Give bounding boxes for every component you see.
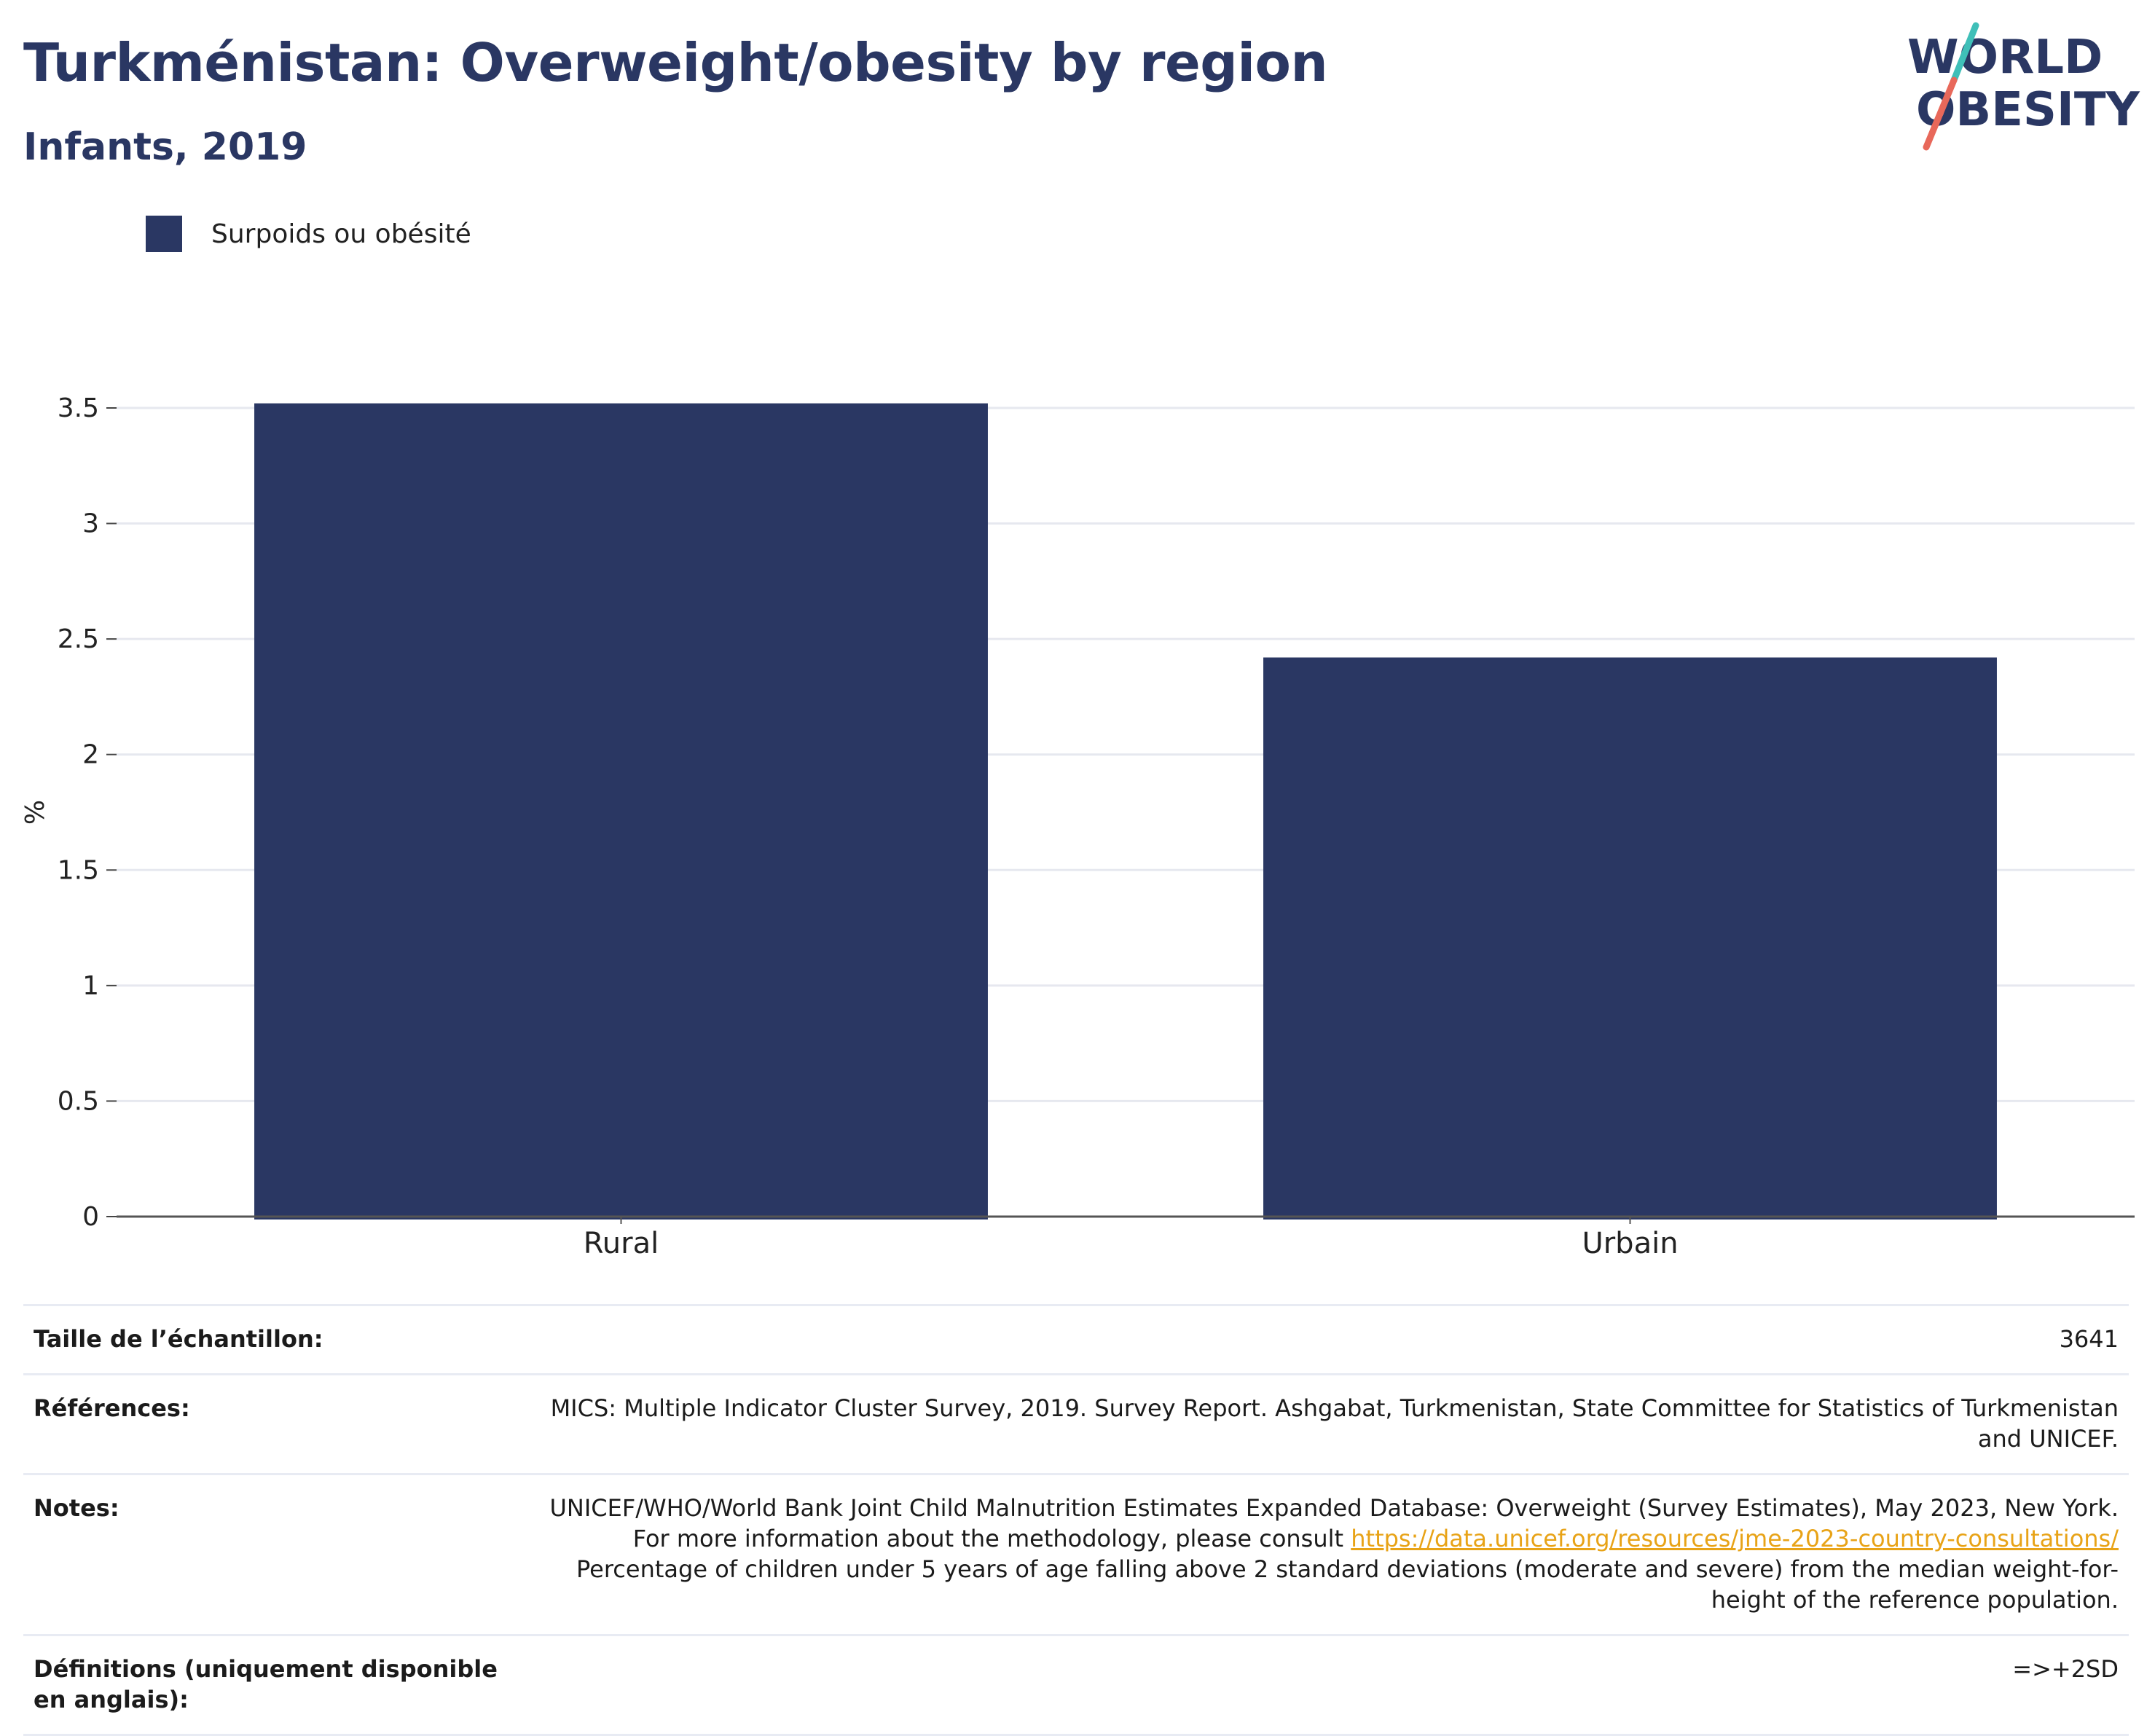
notes-value: UNICEF/WHO/World Bank Joint Child Malnut… <box>525 1474 2129 1635</box>
page-subtitle: Infants, 2019 <box>23 125 307 169</box>
definitions-label: Définitions (uniquement disponible en an… <box>34 1655 498 1713</box>
logo-slash-top <box>1950 22 1979 84</box>
y-axis-ticks: 0 0.5 1 1.5 2 2.5 3 3.5 <box>58 393 117 1232</box>
y-axis-label: % <box>20 800 50 825</box>
info-table: Taille de l’échantillon: 3641 Références… <box>23 1304 2129 1736</box>
page-title: Turkménistan: Overweight/obesity by regi… <box>23 32 1328 93</box>
y-tick-label: 0.5 <box>58 1086 99 1116</box>
y-tick-label: 3.5 <box>58 393 99 423</box>
methodology-link[interactable]: https://data.unicef.org/resources/jme-20… <box>1351 1525 2119 1552</box>
notes-label: Notes: <box>34 1494 119 1522</box>
notes-text-before: UNICEF/WHO/World Bank Joint Child Malnut… <box>549 1494 2119 1552</box>
legend-swatch <box>146 216 182 252</box>
logo-word-obesity: OBESITY <box>1916 83 2140 137</box>
chart-legend: Surpoids ou obésité <box>146 216 471 252</box>
definitions-value: =>+2SD <box>2012 1655 2119 1683</box>
bars <box>254 403 1997 1219</box>
info-row-references: Références: MICS: Multiple Indicator Clu… <box>23 1374 2129 1474</box>
info-row-sample: Taille de l’échantillon: 3641 <box>23 1305 2129 1375</box>
y-tick-label: 0 <box>82 1202 99 1232</box>
logo-slash-bottom <box>1923 76 1958 151</box>
references-value: MICS: Multiple Indicator Cluster Survey,… <box>550 1394 2119 1453</box>
info-row-definitions: Définitions (uniquement disponible en an… <box>23 1635 2129 1735</box>
notes-text-after: Percentage of children under 5 years of … <box>576 1555 2119 1614</box>
sample-size-label: Taille de l’échantillon: <box>34 1325 323 1353</box>
references-label: Références: <box>34 1394 190 1422</box>
legend-label: Surpoids ou obésité <box>211 219 471 249</box>
y-tick-label: 1.5 <box>58 855 99 885</box>
y-tick-label: 2.5 <box>58 624 99 654</box>
x-tick-label: Urbain <box>1582 1227 1678 1260</box>
logo-word-world: WORLD <box>1907 31 2103 85</box>
x-tick-label: Rural <box>584 1227 659 1260</box>
bar-rural <box>254 403 988 1219</box>
sample-size-value: 3641 <box>2059 1325 2119 1353</box>
bar-urbain <box>1263 657 1997 1219</box>
world-obesity-logo: WORLD OBESITY <box>1907 22 2140 151</box>
bar-chart: 0 0.5 1 1.5 2 2.5 3 3.5 Rural Urbain % <box>20 393 2135 1260</box>
x-axis-ticks: Rural Urbain <box>584 1217 1679 1260</box>
y-tick-label: 2 <box>82 740 99 770</box>
info-row-notes: Notes: UNICEF/WHO/World Bank Joint Child… <box>23 1474 2129 1635</box>
y-tick-label: 3 <box>82 509 99 539</box>
y-tick-label: 1 <box>82 971 99 1001</box>
